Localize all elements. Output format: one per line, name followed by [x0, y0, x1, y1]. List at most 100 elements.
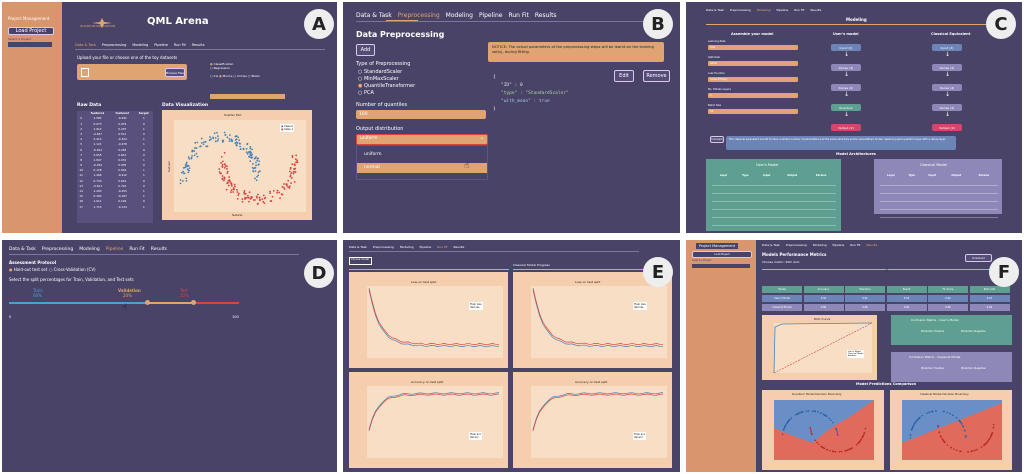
- noise-slider[interactable]: [210, 94, 285, 99]
- quantiles-input[interactable]: 100: [356, 110, 486, 119]
- tab-data-task[interactable]: Data & Task: [762, 243, 780, 247]
- model-select[interactable]: Choose model: [349, 257, 372, 265]
- tab-modeling[interactable]: Modeling: [812, 243, 827, 247]
- form-input[interactable]: 0.01: [708, 45, 798, 50]
- radio-pca[interactable]: ○ PCA: [358, 90, 374, 96]
- file-uploader[interactable]: Browse files: [77, 64, 187, 80]
- table-row[interactable]: 14 1.293 -0.455 1: [77, 188, 153, 193]
- table-row[interactable]: 12 0.743 0.641 0: [77, 178, 153, 183]
- tab-run-fit[interactable]: Run Fit: [794, 8, 805, 12]
- form-input[interactable]: Cross Entropy: [708, 77, 798, 82]
- layer-node[interactable]: Dense (4): [932, 104, 962, 111]
- metric-slider[interactable]: [762, 269, 1012, 270]
- tab-pipeline[interactable]: Pipeline: [105, 247, 124, 252]
- tab-run-fit[interactable]: Run Fit: [129, 247, 145, 252]
- split-slider[interactable]: [9, 300, 239, 305]
- tab-data-task[interactable]: Data & Task: [349, 245, 367, 249]
- metric-select[interactable]: Choose metric: ROC AUC: [762, 260, 800, 264]
- layer-node[interactable]: Input (2): [932, 44, 962, 51]
- table-row[interactable]: 0 1.582 -0.291 1: [77, 116, 153, 121]
- load-project-button[interactable]: Load Project: [692, 251, 752, 258]
- tab-modeling[interactable]: Modeling: [445, 12, 473, 19]
- table-row[interactable]: 17 1.715 -0.134 1: [77, 204, 153, 209]
- layer-node[interactable]: Output (2): [932, 124, 962, 131]
- project-select[interactable]: [692, 264, 750, 268]
- remove-button[interactable]: Remove: [643, 70, 670, 82]
- tab-results[interactable]: Results: [866, 243, 878, 247]
- table-row[interactable]: 7 0.655 0.812 0: [77, 152, 153, 157]
- option-normal[interactable]: normal: [357, 163, 487, 173]
- distribution-select[interactable]: uniform ⌄: [356, 134, 488, 145]
- tab-run-fit[interactable]: Run Fit: [173, 43, 186, 47]
- tab-pipeline[interactable]: Pipeline: [419, 245, 432, 249]
- table-header[interactable]: target: [138, 111, 149, 116]
- table-row[interactable]: 9 -0.254 0.935 0: [77, 162, 153, 167]
- table-row[interactable]: 11 1.466 -0.412 1: [77, 173, 153, 178]
- table-row[interactable]: 5 1.121 -0.478 1: [77, 142, 153, 147]
- tab-modeling[interactable]: Modeling: [132, 43, 149, 47]
- raw-data-table[interactable]: feature1 feature2 target 0 1.582 -0.291 1 1 0.07…: [77, 111, 153, 223]
- table-row[interactable]: 6 -0.912 0.263 0: [77, 147, 153, 152]
- tab-data-task[interactable]: Data & Task: [356, 12, 392, 19]
- table-row[interactable]: 1 0.073 0.979 0: [77, 121, 153, 126]
- tab-preprocessing[interactable]: Preprocessing: [785, 243, 807, 247]
- layer-node[interactable]: Input (2): [831, 44, 861, 51]
- tab-results[interactable]: Results: [453, 245, 465, 249]
- radio-blobs[interactable]: ○ Blobs: [247, 74, 260, 78]
- tab-results[interactable]: Results: [150, 247, 167, 252]
- tab-data-task[interactable]: Data & Task: [706, 8, 724, 12]
- table-row[interactable]: 3 -0.837 0.511 0: [77, 131, 153, 136]
- table-row[interactable]: 10 0.128 0.042 1: [77, 168, 153, 173]
- tab-preprocessing[interactable]: Preprocessing: [397, 12, 440, 19]
- tab-results[interactable]: Results: [534, 12, 557, 19]
- compare-button[interactable]: Compare: [710, 136, 724, 143]
- layer-node[interactable]: Dense (4): [831, 84, 861, 91]
- radio-quantile-transformer[interactable]: ● QuantileTransformer: [358, 83, 416, 89]
- edit-button[interactable]: Edit: [614, 70, 634, 82]
- add-button[interactable]: Add: [356, 44, 375, 56]
- layer-node[interactable]: Dense (4): [932, 84, 962, 91]
- tab-run-fit[interactable]: Run Fit: [850, 243, 861, 247]
- tab-pipeline[interactable]: Pipeline: [478, 12, 503, 19]
- radio-regression[interactable]: ○ Regression: [210, 66, 230, 70]
- tab-preprocessing[interactable]: Preprocessing: [41, 247, 74, 252]
- tab-modeling[interactable]: Modeling: [79, 247, 100, 252]
- layer-node[interactable]: Output (2): [831, 124, 861, 131]
- form-input[interactable]: 32: [708, 109, 798, 114]
- tab-run-fit[interactable]: Run Fit: [437, 245, 448, 249]
- table-row[interactable]: 16 1.011 0.129 0: [77, 199, 153, 204]
- tab-modeling[interactable]: Modeling: [399, 245, 414, 249]
- download-button[interactable]: Download: [965, 254, 992, 262]
- tab-preprocessing[interactable]: Preprocessing: [372, 245, 394, 249]
- project-select[interactable]: [8, 42, 52, 47]
- table-row[interactable]: 8 1.847 0.031 1: [77, 157, 153, 162]
- radio-iris[interactable]: ○ Iris: [210, 74, 219, 78]
- tab-preprocessing[interactable]: Preprocessing: [101, 43, 127, 47]
- layer-node[interactable]: Quantum: [831, 104, 861, 111]
- load-project-button[interactable]: Load Project: [8, 27, 54, 35]
- tab-data-task[interactable]: Data & Task: [9, 247, 36, 252]
- tab-modeling[interactable]: Modeling: [756, 8, 771, 12]
- table-row[interactable]: 15 0.302 -0.187 1: [77, 194, 153, 199]
- table-header[interactable]: feature1: [90, 111, 105, 116]
- radio-classification[interactable]: ● Classification: [210, 62, 234, 66]
- layer-node[interactable]: Dense (4): [831, 64, 861, 71]
- table-header[interactable]: feature2: [115, 111, 130, 116]
- table-row[interactable]: 4 0.412 -0.324 1: [77, 137, 153, 142]
- form-input[interactable]: Adam: [708, 61, 798, 66]
- browse-files-button[interactable]: Browse files: [165, 68, 185, 77]
- radio-standard-scaler[interactable]: ○ StandardScaler: [358, 69, 403, 75]
- radio-minmax-scaler[interactable]: ○ MinMaxScaler: [358, 76, 399, 82]
- tab-run-fit[interactable]: Run Fit: [508, 12, 529, 19]
- slider-handle-train[interactable]: [145, 300, 150, 305]
- radio-circles[interactable]: ○ Circles: [233, 74, 247, 78]
- radio-holdout[interactable]: ● Hold-out test set: [9, 267, 48, 272]
- radio-cv[interactable]: ○ Cross-Validation (CV): [49, 267, 96, 272]
- option-uniform[interactable]: uniform: [364, 152, 382, 157]
- tab-results[interactable]: Results: [810, 8, 822, 12]
- table-row[interactable]: 2 1.912 0.207 1: [77, 126, 153, 131]
- tab-pipeline[interactable]: Pipeline: [832, 243, 845, 247]
- tab-data-task[interactable]: Data & Task: [75, 43, 96, 47]
- tab-preprocessing[interactable]: Preprocessing: [729, 8, 751, 12]
- radio-moons[interactable]: ● Moons: [219, 74, 233, 78]
